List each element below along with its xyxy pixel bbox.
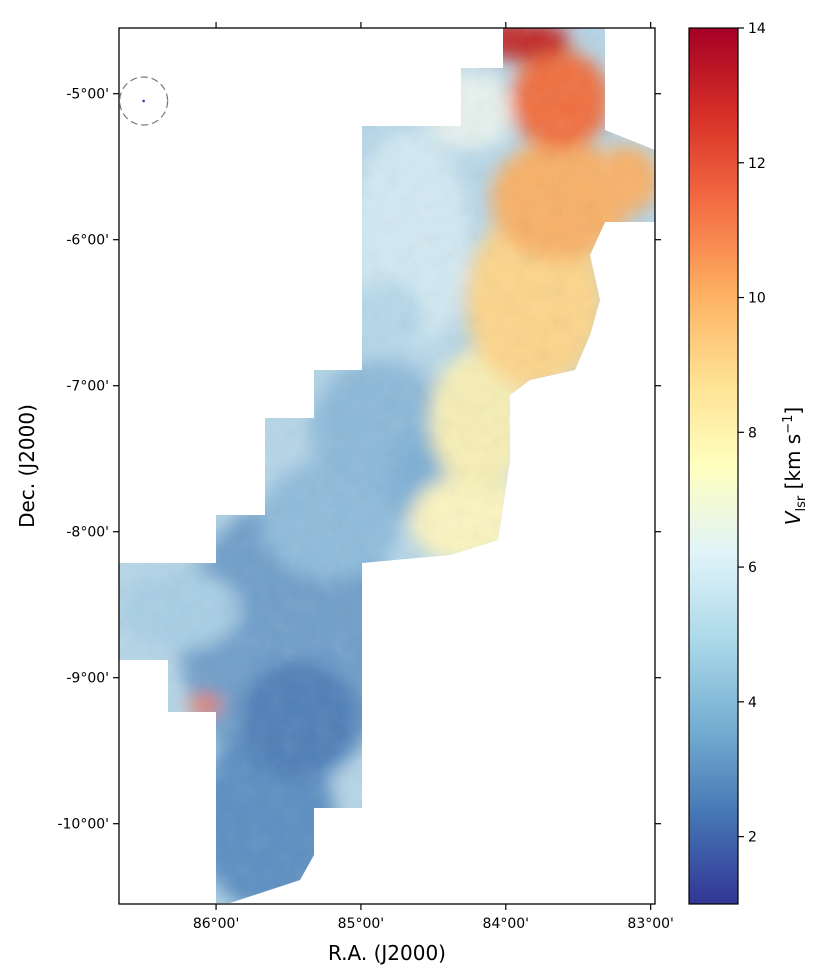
y-tick-label: -9°00' bbox=[66, 671, 109, 687]
x-tick-label: 84°00' bbox=[483, 916, 529, 932]
beam-center bbox=[142, 99, 145, 103]
plot-frame bbox=[118, 27, 656, 905]
beam-marker bbox=[119, 76, 169, 126]
colorbar-tick-label: 8 bbox=[748, 425, 757, 441]
y-tick-label: -8°00' bbox=[66, 525, 109, 541]
beam-circle bbox=[119, 76, 169, 126]
y-axis-label: Dec. (J2000) bbox=[15, 404, 39, 528]
y-tick-label: -7°00' bbox=[66, 379, 109, 395]
y-axis-ticks: -5°00' -6°00' -7°00' -8°00' -9°00' -10°00' bbox=[57, 87, 661, 833]
y-tick-label: -10°00' bbox=[57, 817, 109, 833]
x-tick-label: 85°00' bbox=[338, 916, 384, 932]
colorbar-tick-label: 12 bbox=[748, 156, 766, 172]
colorbar-label-close: ] bbox=[781, 407, 805, 415]
colorbar-tick-label: 6 bbox=[748, 560, 757, 576]
y-tick-label: -5°00' bbox=[66, 87, 109, 103]
y-tick-label: -6°00' bbox=[66, 233, 109, 249]
colorbar bbox=[688, 27, 739, 905]
colorbar-tick-label: 2 bbox=[748, 830, 757, 846]
x-tick-label: 86°00' bbox=[193, 916, 239, 932]
colorbar-label-exp: −1 bbox=[781, 415, 796, 434]
colorbar-tick-label: 4 bbox=[748, 695, 757, 711]
colorbar-label-sub: lsr bbox=[794, 495, 809, 511]
x-tick-label: 83°00' bbox=[627, 916, 673, 932]
x-axis-label: R.A. (J2000) bbox=[328, 941, 446, 965]
colorbar-tick-label: 14 bbox=[748, 21, 766, 37]
colorbar-label: Vlsr [km s−1] bbox=[781, 407, 809, 525]
x-axis-ticks: 86°00' 85°00' 84°00' 83°00' bbox=[193, 22, 674, 932]
colorbar-label-main: V bbox=[781, 510, 805, 525]
colorbar-label-units: [km s bbox=[781, 434, 805, 496]
colorbar-ticks: 2 4 6 8 10 12 14 bbox=[738, 21, 766, 846]
colorbar-tick-label: 10 bbox=[748, 291, 766, 307]
